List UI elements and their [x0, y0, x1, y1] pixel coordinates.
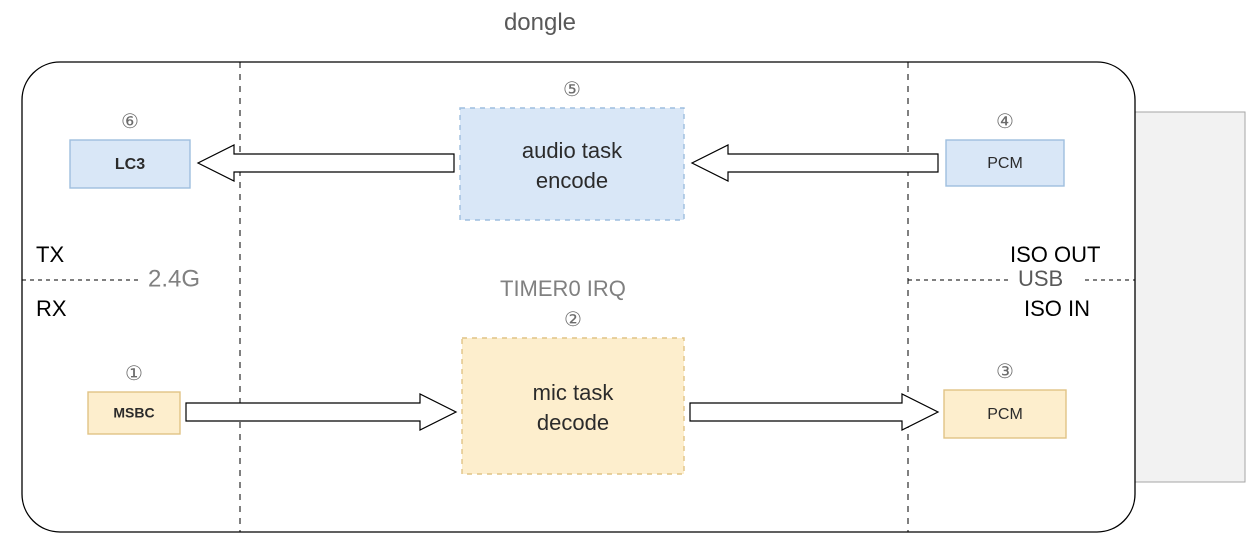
node-msbc-badge: ① [125, 363, 143, 385]
iso-out-label: ISO OUT [1010, 242, 1100, 267]
iso-in-label: ISO IN [1024, 296, 1090, 321]
node-audio [460, 108, 684, 220]
node-mic [462, 338, 684, 474]
diagram-title: dongle [504, 9, 576, 36]
node-audio-label-2: encode [536, 168, 608, 193]
tx-label: TX [36, 242, 64, 267]
left-protocol-label: 2.4G [148, 265, 200, 292]
rx-label: RX [36, 296, 67, 321]
node-pcm_bot-badge: ③ [996, 361, 1014, 383]
node-msbc-label: MSBC [113, 405, 154, 421]
node-mic-badge: ② [564, 309, 582, 331]
node-audio-label-1: audio task [522, 138, 623, 163]
node-pcm_bot-label: PCM [987, 406, 1023, 423]
node-lc3-badge: ⑥ [121, 111, 139, 133]
usb-connector-tab [1135, 112, 1245, 482]
right-protocol-label: USB [1018, 266, 1063, 291]
node-audio-badge: ⑤ [563, 79, 581, 101]
node-pcm_top-label: PCM [987, 155, 1023, 172]
node-mic-label-1: mic task [533, 380, 615, 405]
node-pcm_top-badge: ④ [996, 111, 1014, 133]
timer-irq-label: TIMER0 IRQ [500, 276, 626, 301]
node-lc3-label: LC3 [115, 156, 145, 173]
node-mic-label-2: decode [537, 410, 609, 435]
